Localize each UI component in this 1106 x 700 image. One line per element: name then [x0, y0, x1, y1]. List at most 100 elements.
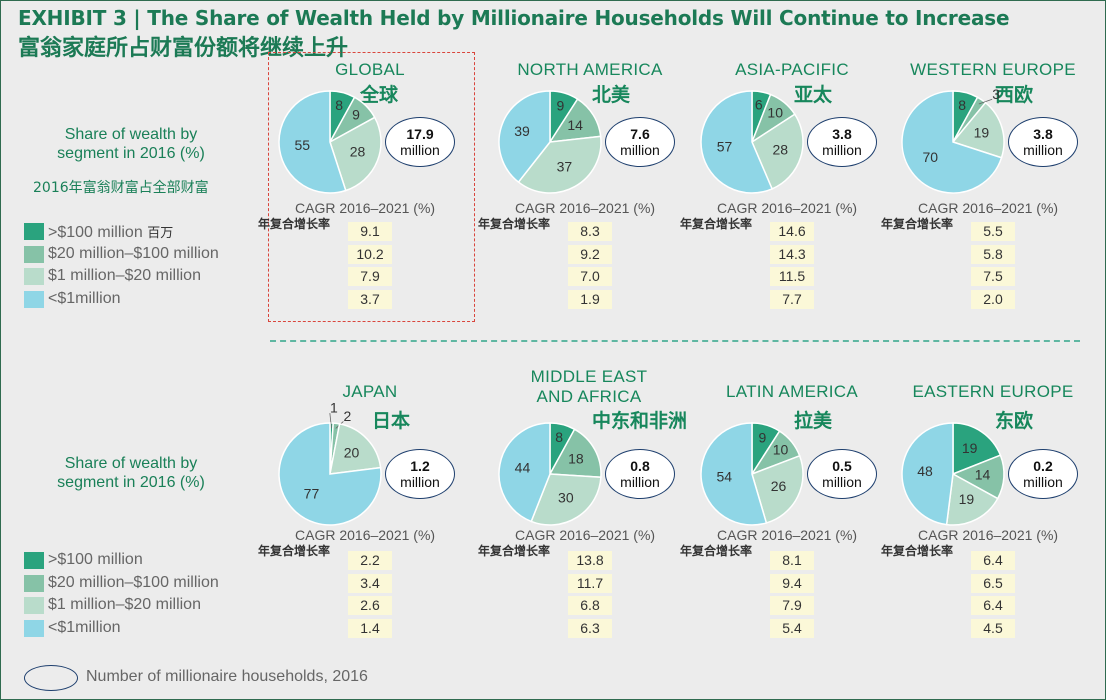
- pie-label-north-america-1: 9: [556, 97, 564, 113]
- pie-label-north-america-4: 39: [514, 123, 530, 139]
- legend-label-2: $20 million–$100 million: [48, 245, 219, 262]
- region-title-global: GLOBAL: [335, 60, 405, 79]
- cagr-cell-middle-east-and-africa-1: 13.8: [568, 551, 612, 570]
- pie-label-north-america-2: 14: [567, 117, 583, 133]
- share-label-bottom: Share of wealth by segment in 2016 (%): [57, 455, 205, 491]
- cagr-cell-latin-america-2: 9.4: [770, 573, 814, 593]
- households-unit-western-europe: million: [1023, 142, 1063, 158]
- region-title-western-europe: WESTERN EUROPE: [910, 60, 1076, 79]
- pie-label-middle-east-and-africa-2: 18: [568, 450, 584, 466]
- legend-swatch-3: [24, 268, 44, 285]
- cagr-label-global: CAGR 2016–2021 (%): [295, 200, 436, 216]
- legend-swatch-1b: [24, 552, 44, 569]
- region-title-zh-latin-america: 拉美: [794, 410, 833, 432]
- pie-label-latin-america-1: 9: [758, 429, 766, 445]
- households-value-western-europe: 3.8: [1033, 126, 1053, 142]
- region-title-zh-north-america: 北美: [592, 84, 631, 106]
- pie-label-north-america-3: 37: [557, 159, 573, 175]
- pie-label-asia-pacific-2: 10: [767, 104, 783, 120]
- legend-swatch-1: [24, 223, 44, 240]
- pie-slice-north-america-3: [517, 135, 602, 194]
- households-value-global: 17.9: [406, 126, 434, 142]
- legend-swatch-4: [24, 291, 44, 308]
- share-label-zh: 2016年富翁财富占全部财富: [33, 180, 209, 196]
- pie-global: 89 28 55: [278, 90, 382, 194]
- cagr-cell-eastern-europe-3: 6.4: [971, 596, 1015, 615]
- pie-label-global-1: 8: [335, 97, 343, 113]
- cagr-cell-western-europe-2: 5.8: [971, 244, 1015, 264]
- pie-label-japan-4: 77: [304, 486, 320, 502]
- share-label-top: Share of wealth by segment in 2016 (%): [57, 126, 205, 162]
- households-bubble-middle-east-and-africa: 0.8 million: [605, 449, 675, 499]
- pie-slice-north-america-4: [498, 90, 551, 184]
- row-divider: [270, 340, 1080, 342]
- cagr-cell-asia-pacific-4: 7.7: [770, 289, 814, 309]
- pie-label-global-3: 28: [350, 144, 366, 160]
- pie-slice-latin-america-3: [751, 454, 804, 524]
- cagr-label-western-europe: CAGR 2016–2021 (%): [918, 200, 1059, 216]
- global-highlight-box: [268, 52, 475, 322]
- cagr-label-asia-pacific: CAGR 2016–2021 (%): [717, 200, 858, 216]
- cagr-cell-global-2: 10.2: [348, 244, 392, 264]
- households-value-middle-east-and-africa: 0.8: [630, 458, 650, 474]
- footnote: Number of millionaire households, 2016: [86, 668, 368, 685]
- pie-label-global-2: 9: [352, 107, 360, 123]
- region-title-north-america: NORTH AMERICA: [517, 60, 663, 79]
- pie-slice-global-3: [329, 116, 382, 192]
- region-title-zh-western-europe: 西欧: [995, 84, 1034, 106]
- households-unit-global: million: [400, 142, 440, 158]
- households-unit-latin-america: million: [822, 474, 862, 490]
- legend-label-3b: $1 million–$20 million: [48, 596, 201, 613]
- households-unit-eastern-europe: million: [1023, 474, 1063, 490]
- pie-slice-global-4: [278, 90, 347, 194]
- region-title-middle-east-and-africa: MIDDLE EAST AND AFRICA: [530, 367, 648, 406]
- legend-label-1-zh: 百万: [147, 226, 174, 241]
- pie-label-latin-america-2: 10: [773, 442, 789, 458]
- pie-japan: 12 20 77: [278, 400, 382, 526]
- cagr-cell-japan-1: 2.2: [348, 551, 392, 570]
- households-bubble-global: 17.9 million: [385, 117, 455, 167]
- households-unit-japan: million: [400, 474, 440, 490]
- households-unit-north-america: million: [620, 142, 660, 158]
- cagr-label-zh-global: 年复合增长率: [258, 217, 331, 231]
- cagr-cell-eastern-europe-2: 6.5: [971, 573, 1015, 593]
- cagr-label-zh-eastern-europe: 年复合增长率: [881, 544, 954, 558]
- households-value-eastern-europe: 0.2: [1033, 458, 1053, 474]
- pie-slice-middle-east-and-africa-3: [530, 473, 602, 526]
- cagr-label-middle-east-and-africa: CAGR 2016–2021 (%): [515, 527, 656, 543]
- cagr-label-latin-america: CAGR 2016–2021 (%): [717, 527, 858, 543]
- pie-north-america: 914 37 39: [498, 90, 602, 194]
- cagr-cell-global-3: 7.9: [348, 267, 392, 286]
- pie-label-global-4: 55: [295, 137, 311, 153]
- cagr-cell-middle-east-and-africa-4: 6.3: [568, 618, 612, 638]
- pie-slice-middle-east-and-africa-2: [548, 428, 602, 478]
- pie-label-eastern-europe-2: 14: [975, 467, 991, 483]
- pie-slice-western-europe-4: [901, 90, 1003, 194]
- cagr-cell-japan-2: 3.4: [348, 573, 392, 593]
- pie-label-eastern-europe-4: 48: [917, 463, 933, 479]
- title-en: EXHIBIT 3 | The Share of Wealth Held by …: [18, 6, 1010, 30]
- pie-label-middle-east-and-africa-1: 8: [555, 429, 563, 445]
- pie-label-western-europe-3: 19: [974, 124, 990, 140]
- cagr-cell-asia-pacific-2: 14.3: [770, 244, 814, 264]
- pie-slice-asia-pacific-4: [700, 90, 774, 194]
- cagr-cell-western-europe-1: 5.5: [971, 222, 1015, 241]
- households-bubble-latin-america: 0.5 million: [807, 449, 877, 499]
- households-bubble-western-europe: 3.8 million: [1008, 117, 1078, 167]
- cagr-label-zh-middle-east-and-africa: 年复合增长率: [478, 544, 551, 558]
- households-bubble-north-america: 7.6 million: [605, 117, 675, 167]
- cagr-label-eastern-europe: CAGR 2016–2021 (%): [918, 527, 1059, 543]
- households-bubble-asia-pacific: 3.8 million: [807, 117, 877, 167]
- households-value-japan: 1.2: [410, 458, 430, 474]
- cagr-cell-global-1: 9.1: [348, 222, 392, 241]
- pie-slice-eastern-europe-4: [901, 422, 954, 526]
- pie-slice-japan-3: [329, 423, 382, 475]
- pie-slice-eastern-europe-1: [952, 422, 1002, 476]
- pie-label-western-europe-4: 70: [923, 149, 939, 165]
- households-value-latin-america: 0.5: [832, 458, 852, 474]
- cagr-cell-north-america-2: 9.2: [568, 244, 612, 264]
- cagr-cell-middle-east-and-africa-3: 6.8: [568, 596, 612, 615]
- pie-middle-east-and-africa: 8 18 30 44: [498, 422, 602, 526]
- pie-label-asia-pacific-4: 57: [717, 138, 733, 154]
